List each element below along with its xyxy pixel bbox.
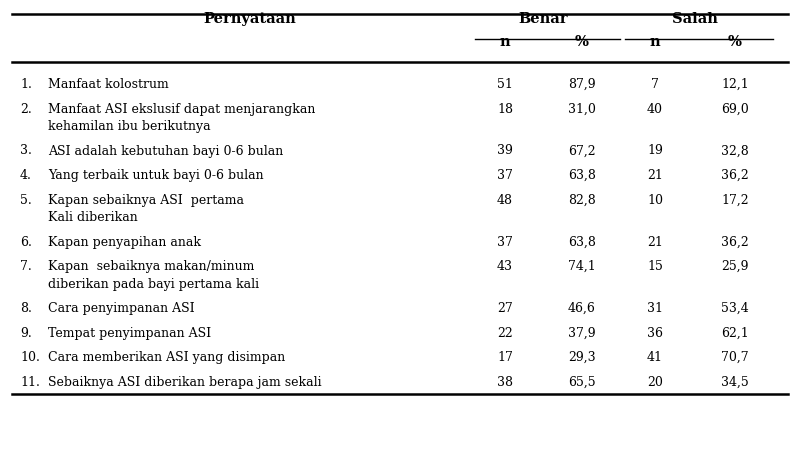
Text: 9.: 9. — [20, 326, 32, 340]
Text: 6.: 6. — [20, 236, 32, 248]
Text: 18: 18 — [497, 103, 513, 115]
Text: 11.: 11. — [20, 375, 40, 389]
Text: 22: 22 — [497, 326, 513, 340]
Text: 27: 27 — [497, 302, 513, 315]
Text: 65,5: 65,5 — [568, 375, 596, 389]
Text: 8.: 8. — [20, 302, 32, 315]
Text: 43: 43 — [497, 260, 513, 273]
Text: 41: 41 — [647, 351, 663, 364]
Text: diberikan pada bayi pertama kali: diberikan pada bayi pertama kali — [48, 277, 259, 291]
Text: 70,7: 70,7 — [721, 351, 749, 364]
Text: 74,1: 74,1 — [568, 260, 596, 273]
Text: 17,2: 17,2 — [721, 193, 749, 207]
Text: 3.: 3. — [20, 144, 32, 158]
Text: Manfaat ASI ekslusif dapat menjarangkan: Manfaat ASI ekslusif dapat menjarangkan — [48, 103, 315, 115]
Text: Kali diberikan: Kali diberikan — [48, 211, 138, 224]
Text: Kapan sebaiknya ASI  pertama: Kapan sebaiknya ASI pertama — [48, 193, 244, 207]
Text: 36,2: 36,2 — [721, 236, 749, 248]
Text: Manfaat kolostrum: Manfaat kolostrum — [48, 78, 169, 91]
Text: 46,6: 46,6 — [568, 302, 596, 315]
Text: Kapan  sebaiknya makan/minum: Kapan sebaiknya makan/minum — [48, 260, 254, 273]
Text: 29,3: 29,3 — [568, 351, 596, 364]
Text: 36: 36 — [647, 326, 663, 340]
Text: Sebaiknya ASI diberikan berapa jam sekali: Sebaiknya ASI diberikan berapa jam sekal… — [48, 375, 322, 389]
Text: 1.: 1. — [20, 78, 32, 91]
Text: Tempat penyimpanan ASI: Tempat penyimpanan ASI — [48, 326, 211, 340]
Text: 32,8: 32,8 — [721, 144, 749, 158]
Text: ASI adalah kebutuhan bayi 0-6 bulan: ASI adalah kebutuhan bayi 0-6 bulan — [48, 144, 283, 158]
Text: 34,5: 34,5 — [721, 375, 749, 389]
Text: 63,8: 63,8 — [568, 236, 596, 248]
Text: 62,1: 62,1 — [721, 326, 749, 340]
Text: Yang terbaik untuk bayi 0-6 bulan: Yang terbaik untuk bayi 0-6 bulan — [48, 169, 264, 182]
Text: Kapan penyapihan anak: Kapan penyapihan anak — [48, 236, 201, 248]
Text: 31: 31 — [647, 302, 663, 315]
Text: n: n — [500, 35, 510, 49]
Text: 12,1: 12,1 — [721, 78, 749, 91]
Text: kehamilan ibu berikutnya: kehamilan ibu berikutnya — [48, 120, 210, 133]
Text: 38: 38 — [497, 375, 513, 389]
Text: Cara memberikan ASI yang disimpan: Cara memberikan ASI yang disimpan — [48, 351, 286, 364]
Text: 63,8: 63,8 — [568, 169, 596, 182]
Text: 37,9: 37,9 — [568, 326, 596, 340]
Text: 2.: 2. — [20, 103, 32, 115]
Text: 19: 19 — [647, 144, 663, 158]
Text: 25,9: 25,9 — [722, 260, 749, 273]
Text: 37: 37 — [497, 236, 513, 248]
Text: 17: 17 — [497, 351, 513, 364]
Text: 21: 21 — [647, 169, 663, 182]
Text: %: % — [575, 35, 589, 49]
Text: 87,9: 87,9 — [568, 78, 596, 91]
Text: 37: 37 — [497, 169, 513, 182]
Text: 21: 21 — [647, 236, 663, 248]
Text: 7.: 7. — [20, 260, 32, 273]
Text: 31,0: 31,0 — [568, 103, 596, 115]
Text: 5.: 5. — [20, 193, 32, 207]
Text: 48: 48 — [497, 193, 513, 207]
Text: 67,2: 67,2 — [568, 144, 596, 158]
Text: 36,2: 36,2 — [721, 169, 749, 182]
Text: n: n — [650, 35, 660, 49]
Text: %: % — [728, 35, 742, 49]
Text: 4.: 4. — [20, 169, 32, 182]
Text: 10: 10 — [647, 193, 663, 207]
Text: 69,0: 69,0 — [721, 103, 749, 115]
Text: Salah: Salah — [672, 12, 718, 26]
Text: 39: 39 — [497, 144, 513, 158]
Text: 53,4: 53,4 — [721, 302, 749, 315]
Text: Cara penyimpanan ASI: Cara penyimpanan ASI — [48, 302, 194, 315]
Text: 10.: 10. — [20, 351, 40, 364]
Text: 7: 7 — [651, 78, 659, 91]
Text: Benar: Benar — [518, 12, 568, 26]
Text: Pernyataan: Pernyataan — [204, 12, 296, 26]
Text: 40: 40 — [647, 103, 663, 115]
Text: 82,8: 82,8 — [568, 193, 596, 207]
Text: 20: 20 — [647, 375, 663, 389]
Text: 51: 51 — [497, 78, 513, 91]
Text: 15: 15 — [647, 260, 663, 273]
